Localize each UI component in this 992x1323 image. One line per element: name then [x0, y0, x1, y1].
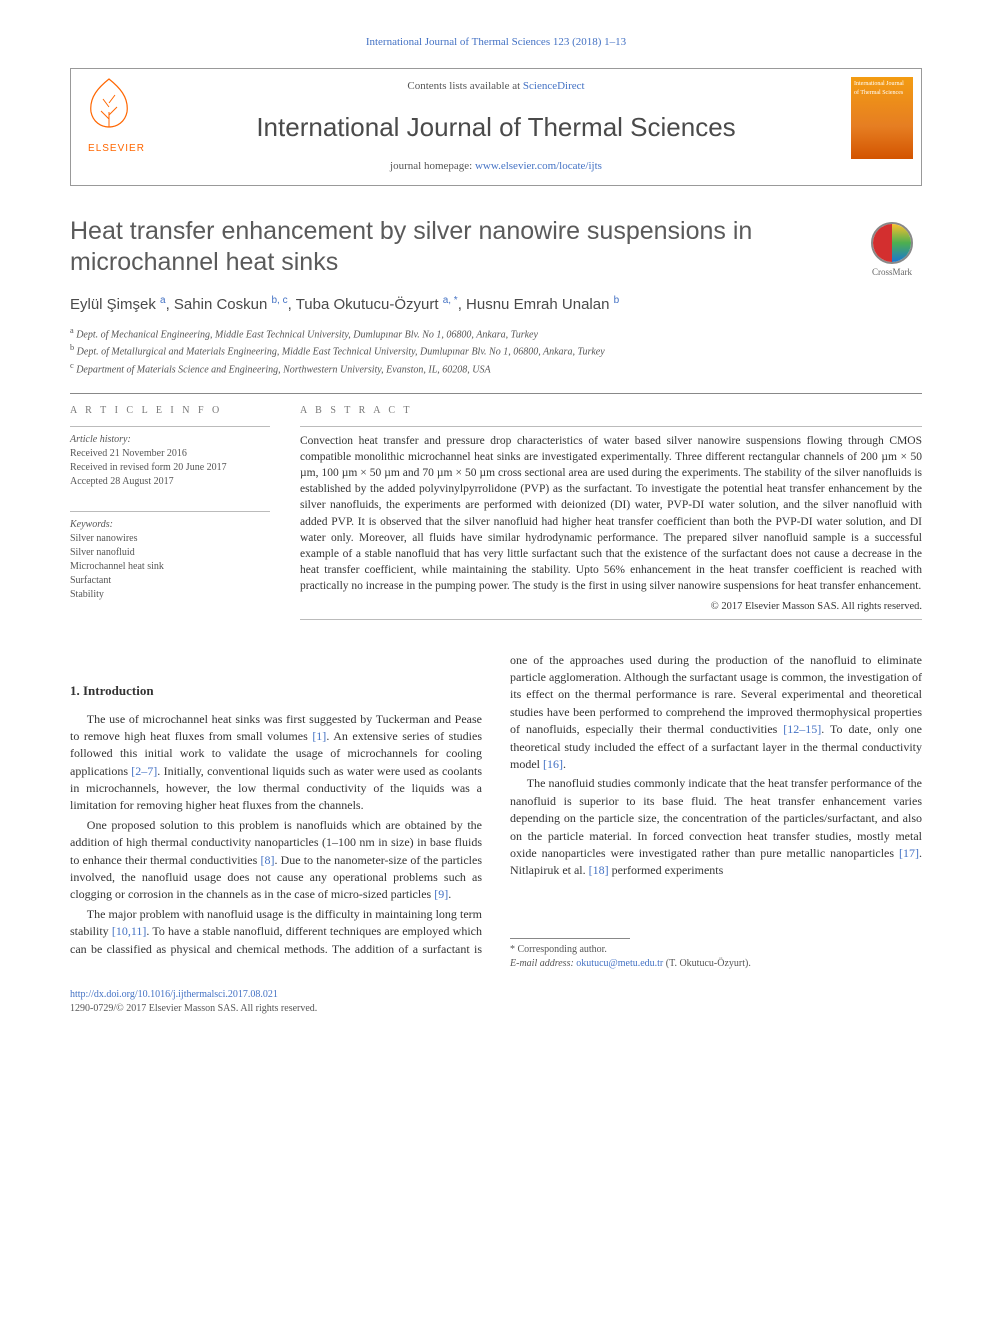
citation-link[interactable]: [8] — [260, 853, 274, 867]
intro-paragraph-1: The use of microchannel heat sinks was f… — [70, 711, 482, 815]
running-head: International Journal of Thermal Science… — [70, 35, 922, 50]
intro-paragraph-4: The nanofluid studies commonly indicate … — [510, 775, 922, 879]
article-info-column: A R T I C L E I N F O Article history: R… — [70, 404, 270, 626]
journal-name: International Journal of Thermal Science… — [166, 109, 826, 145]
citation-link[interactable]: [2–7] — [131, 764, 157, 778]
affiliation-line: b Dept. of Metallurgical and Materials E… — [70, 342, 922, 359]
issn-copyright-line: 1290-0729/© 2017 Elsevier Masson SAS. Al… — [70, 1002, 922, 1016]
intro-paragraph-2: One proposed solution to this problem is… — [70, 817, 482, 904]
abstract-text: Convection heat transfer and pressure dr… — [300, 433, 922, 594]
crossmark-icon — [871, 222, 913, 264]
sciencedirect-link[interactable]: ScienceDirect — [523, 80, 585, 92]
keywords-label: Keywords: — [70, 518, 270, 532]
citation-link[interactable]: [18] — [589, 863, 609, 877]
affiliations-block: a Dept. of Mechanical Engineering, Middl… — [70, 325, 922, 377]
keyword-item: Microchannel heat sink — [70, 560, 270, 574]
email-line: E-mail address: okutucu@metu.edu.tr (T. … — [510, 957, 922, 972]
citation-link[interactable]: [1] — [312, 729, 326, 743]
affiliation-line: a Dept. of Mechanical Engineering, Middl… — [70, 325, 922, 342]
history-accepted: Accepted 28 August 2017 — [70, 475, 270, 489]
doi-link[interactable]: http://dx.doi.org/10.1016/j.ijthermalsci… — [70, 989, 278, 1000]
journal-homepage-line: journal homepage: www.elsevier.com/locat… — [166, 159, 826, 174]
article-title: Heat transfer enhancement by silver nano… — [70, 216, 922, 279]
citation-link[interactable]: [12–15] — [783, 722, 821, 736]
citation-link[interactable]: [9] — [434, 887, 448, 901]
contents-prefix: Contents lists available at — [407, 80, 522, 92]
citation-link[interactable]: [10,11] — [112, 924, 147, 938]
elsevier-brand-text: ELSEVIER — [79, 142, 154, 156]
author-email-link[interactable]: okutucu@metu.edu.tr — [576, 958, 663, 969]
author-list: Eylül Şimşek a, Sahin Coskun b, c, Tuba … — [70, 294, 922, 315]
article-info-heading: A R T I C L E I N F O — [70, 404, 270, 418]
abstract-copyright: © 2017 Elsevier Masson SAS. All rights r… — [300, 600, 922, 615]
journal-homepage-link[interactable]: www.elsevier.com/locate/ijts — [475, 160, 602, 172]
crossmark-badge[interactable]: CrossMark — [862, 222, 922, 279]
article-body: 1. Introduction The use of microchannel … — [70, 652, 922, 972]
history-received: Received 21 November 2016 — [70, 447, 270, 461]
journal-masthead: ELSEVIER International Journal of Therma… — [70, 68, 922, 185]
keywords-list: Silver nanowiresSilver nanofluidMicrocha… — [70, 532, 270, 602]
section-heading-intro: 1. Introduction — [70, 682, 482, 701]
journal-cover-thumbnail: International Journal of Thermal Science… — [851, 77, 913, 159]
contents-available-line: Contents lists available at ScienceDirec… — [166, 79, 826, 94]
keyword-item: Surfactant — [70, 574, 270, 588]
abstract-heading: A B S T R A C T — [300, 404, 922, 418]
affiliation-line: c Department of Materials Science and En… — [70, 360, 922, 377]
abstract-column: A B S T R A C T Convection heat transfer… — [300, 404, 922, 626]
keyword-item: Silver nanowires — [70, 532, 270, 546]
keyword-item: Silver nanofluid — [70, 546, 270, 560]
history-revised: Received in revised form 20 June 2017 — [70, 461, 270, 475]
citation-link[interactable]: [16] — [543, 757, 563, 771]
citation-link[interactable]: [17] — [899, 846, 919, 860]
crossmark-label: CrossMark — [862, 266, 922, 279]
elsevier-tree-icon — [79, 77, 139, 132]
footnotes-block: * Corresponding author. E-mail address: … — [510, 938, 922, 972]
page-footer: http://dx.doi.org/10.1016/j.ijthermalsci… — [70, 988, 922, 1016]
section-divider — [70, 393, 922, 394]
keyword-item: Stability — [70, 588, 270, 602]
corresponding-author-note: * Corresponding author. — [510, 943, 922, 958]
history-label: Article history: — [70, 433, 270, 447]
homepage-prefix: journal homepage: — [390, 160, 475, 172]
elsevier-logo: ELSEVIER — [79, 77, 154, 167]
